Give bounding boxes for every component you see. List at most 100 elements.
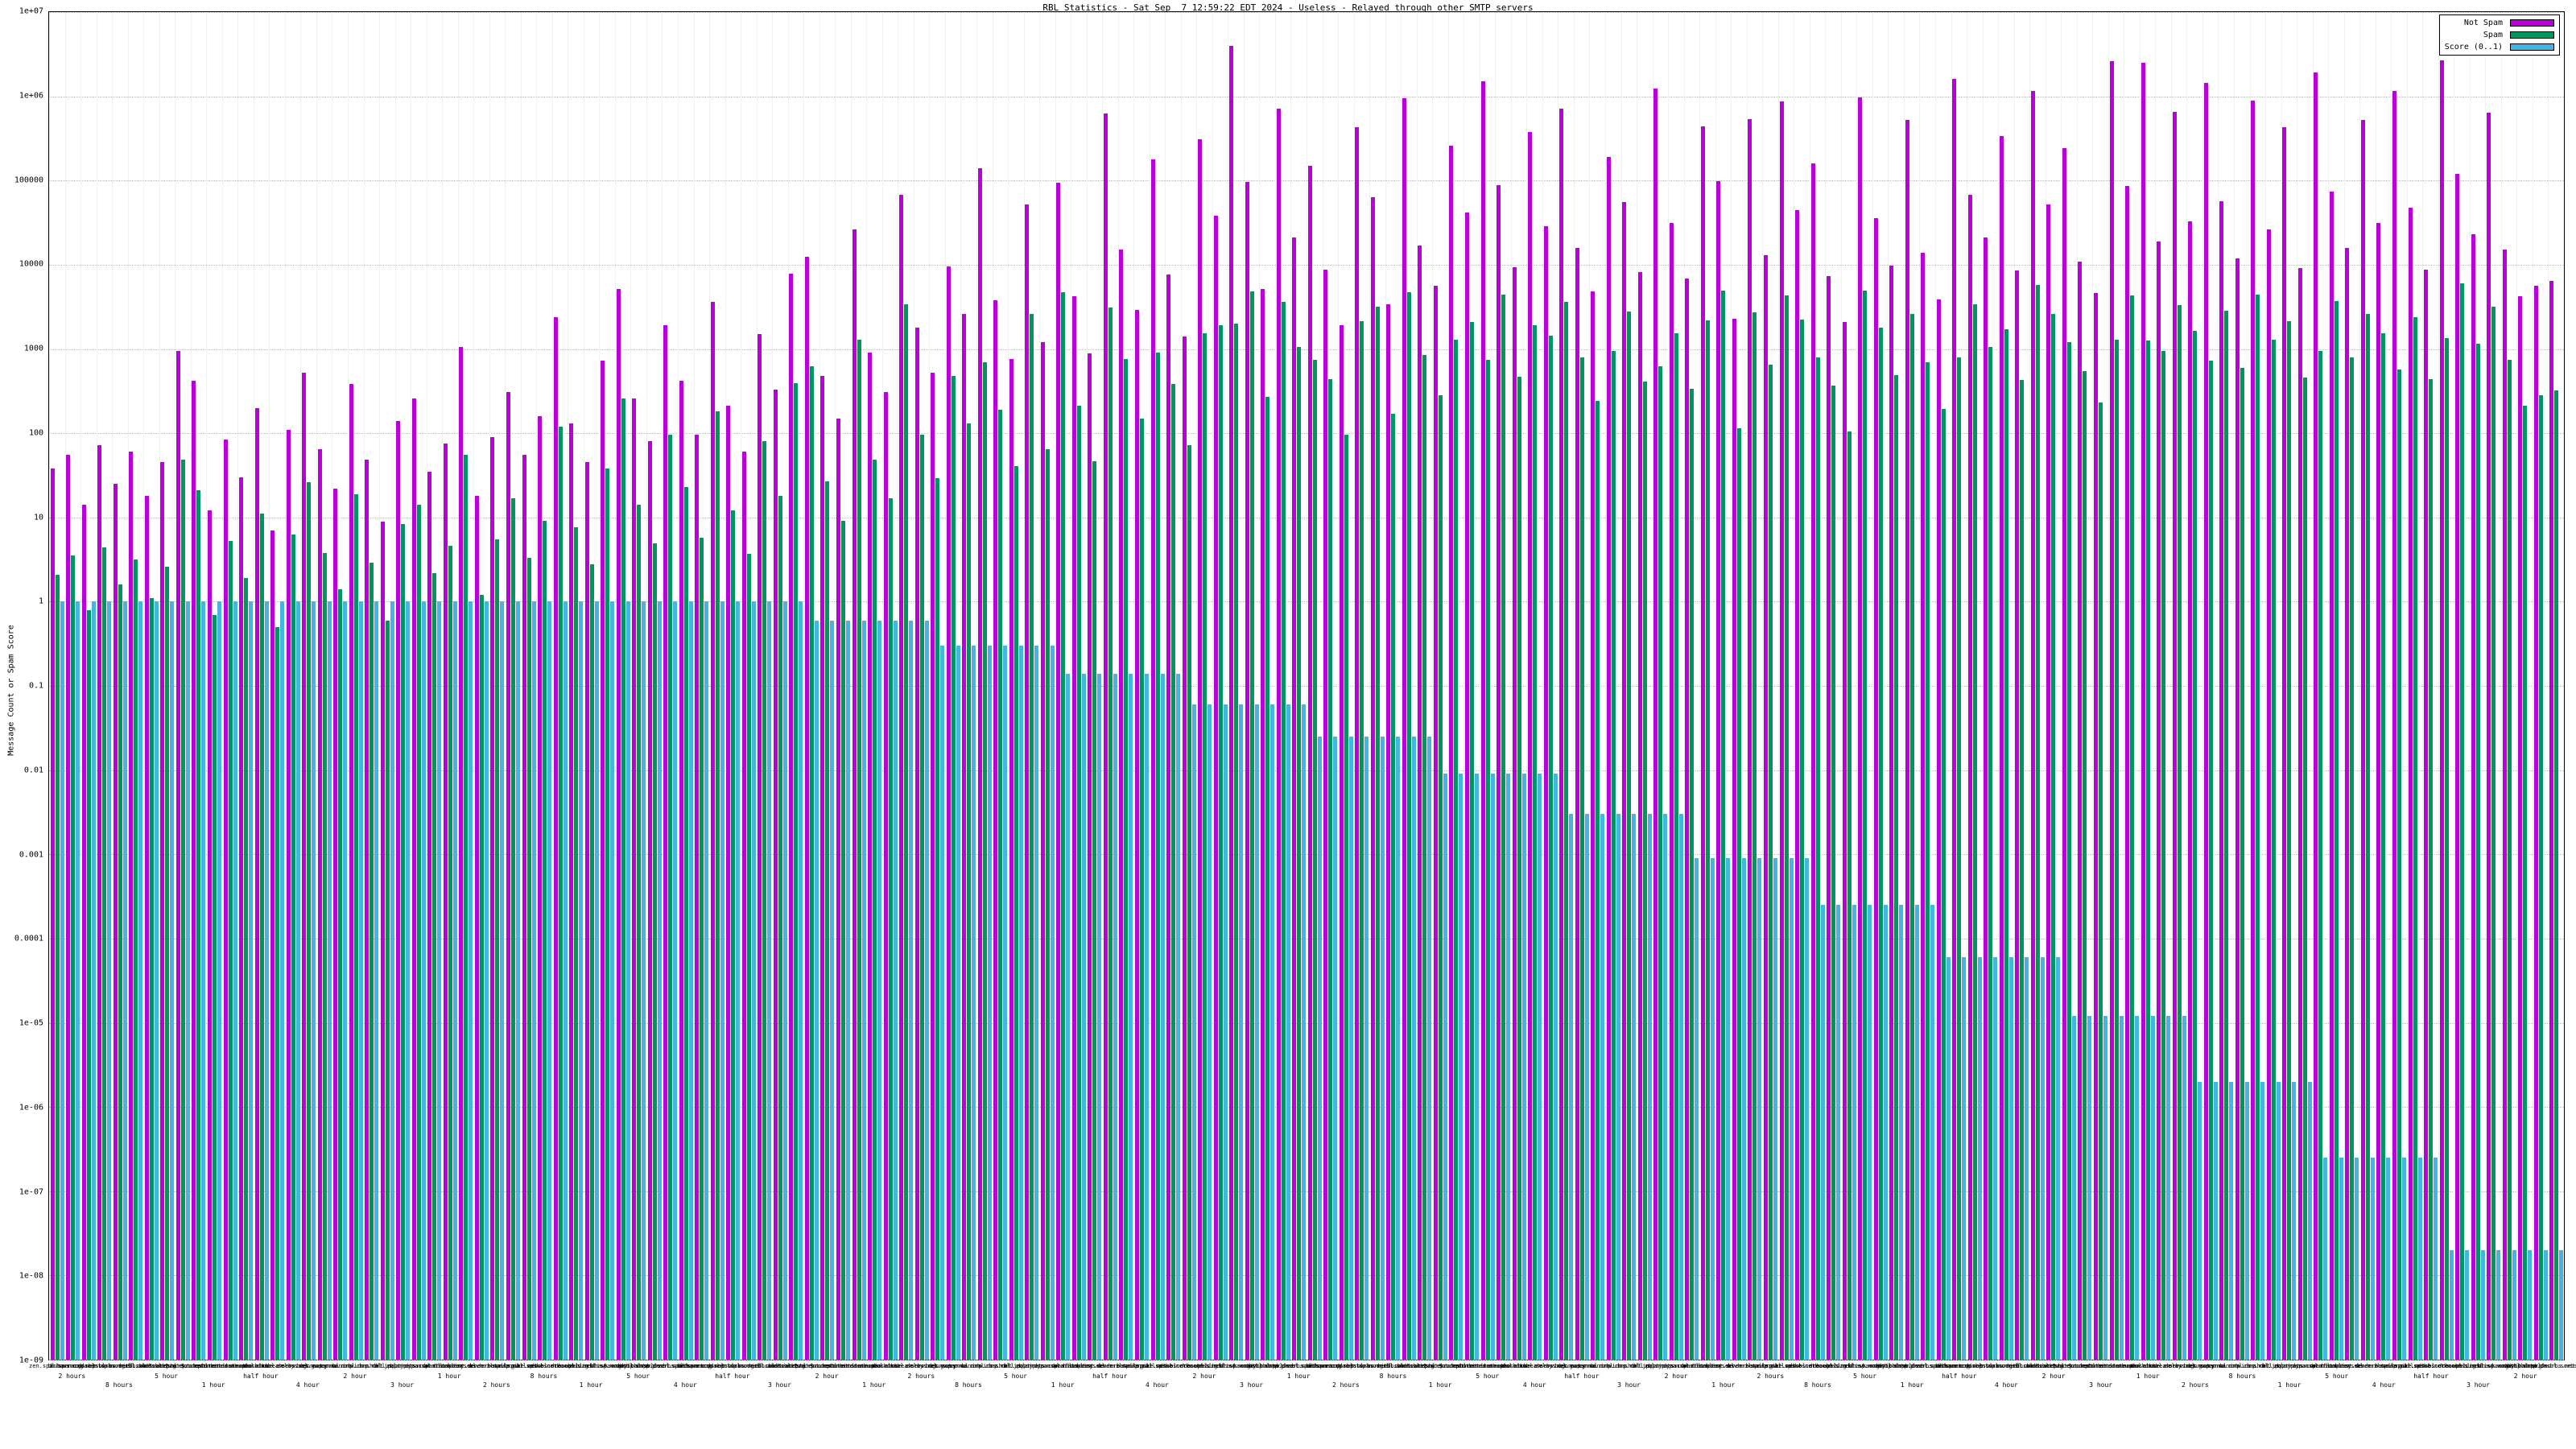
legend-label-spam: Spam [2483,31,2503,39]
bar-not-spam [601,361,605,1360]
x-time-label: 3 hour [768,1381,791,1389]
bar-spam [1391,414,1396,1360]
bar-spam [180,460,185,1360]
x-time-label: 2 hours [2182,1381,2209,1389]
bar-spam [369,563,374,1360]
x-time-label: 5 hour [1004,1373,1027,1380]
bar-not-spam [1040,342,1045,1360]
bar-spam [338,589,343,1360]
x-time-label: 3 hour [2467,1381,2490,1389]
bar-not-spam [380,521,385,1360]
bar-score [1600,814,1605,1360]
x-host-label: spamrbl.imp.ch [2202,1363,2251,1369]
x-time-label: 2 hours [482,1381,510,1389]
bar-spam [2365,314,2370,1360]
bar-score [1427,737,1432,1360]
x-host-label: smtp.dnsbl.sorbs.net [1893,1363,1962,1369]
bar-score [185,601,190,1360]
bar-not-spam [2188,221,2193,1360]
bar-not-spam [868,353,873,1360]
bar-not-spam [192,380,196,1360]
bar-not-spam [1559,108,1564,1360]
bar-spam [1076,406,1081,1360]
x-host-label: dnsbl.dronebl.org [1789,1363,1847,1369]
bar-group [1274,12,1291,1360]
y-tick-label: 1 [38,597,43,606]
bar-score [736,601,741,1360]
bar-not-spam [1245,182,1249,1360]
x-host-label: wormrbl.imp.ch [331,1363,379,1369]
bar-group [1998,12,2014,1360]
bar-score [1962,957,1967,1360]
x-host-label: db.wpbl.info [555,1363,596,1369]
bar-spam [1470,321,1474,1360]
bar-not-spam [1261,288,1265,1360]
bar-not-spam [2282,126,2287,1360]
y-tick-label: 1e-09 [19,1356,43,1365]
bar-spam [102,547,107,1360]
bar-not-spam [1591,291,1596,1360]
bar-group [1510,12,1527,1360]
x-host-label: rbl.interserver.net [432,1363,497,1369]
bar-spam [574,527,579,1360]
x-time-label: 1 hour [201,1381,225,1389]
x-host-label: wormrbl.imp.ch [960,1363,1008,1369]
bar-group [2107,12,2124,1360]
x-host-label: all.spamrats.com [1004,1363,1059,1369]
bar-not-spam [2266,229,2271,1360]
bar-score [217,601,221,1360]
x-time-label: 4 hour [2372,1381,2396,1389]
x-host-label: b.barracudacentral.org [1937,1363,2013,1369]
x-host-label: ubl.unsubscore.com [2400,1363,2462,1369]
bar-spam [1187,445,1191,1360]
x-time-label: 8 hours [1804,1381,1831,1389]
bar-score [688,601,693,1360]
legend-swatch-not-spam [2510,19,2554,27]
bar-group [221,12,238,1360]
bar-score [2292,1081,2297,1360]
x-host-label: dnsbl-1.uceprotect.net [1387,1363,1462,1369]
bar-score [1018,646,1023,1360]
bar-spam [1092,461,1097,1360]
bar-not-spam [81,505,86,1360]
x-host-label: psbl.surriel.com [1350,1363,1405,1369]
x-host-label: bl.blocklist.de [423,1363,475,1369]
bar-score [1348,737,1353,1360]
bar-spam [1438,395,1443,1360]
bar-not-spam [333,488,338,1360]
bar-not-spam [239,477,244,1360]
bar-not-spam [443,444,448,1360]
x-host-label: bl.mailspike.net [469,1363,524,1369]
bar-not-spam [1905,120,1909,1360]
x-host-label: blacklist.woody.ch [2463,1363,2525,1369]
x-host-label: dnsbl.sorbs.net [1965,1363,2017,1369]
bar-not-spam [286,429,291,1360]
x-host-label: bl.blocklist.de [2311,1363,2363,1369]
bar-spam [2381,332,2386,1360]
bar-not-spam [2471,234,2475,1360]
x-host-label: zen.spamhaus.org [1916,1363,1971,1369]
bar-spam [1517,376,1521,1360]
bar-not-spam [490,436,495,1360]
x-host-label: dyna.spamrats.com [2292,1363,2350,1369]
bar-spam [307,482,312,1360]
bar-not-spam [1827,275,1831,1360]
bar-group [2375,12,2392,1360]
bar-not-spam [758,334,762,1360]
bar-not-spam [97,445,102,1360]
x-host-label: rep.mailspike.net [2386,1363,2445,1369]
bar-score [956,646,960,1360]
x-host-label: rbl.interserver.net [1690,1363,1756,1369]
x-host-label: zen.spamhaus.org [1287,1363,1342,1369]
x-host-label: z.mailspike.net [1744,1363,1796,1369]
x-host-label: smtp.dnsbl.sorbs.net [1265,1363,1333,1369]
bar-score [390,601,394,1360]
bar-group [646,12,663,1360]
bar-score [704,601,709,1360]
x-host-label: short.rbl.jp [1624,1363,1666,1369]
x-host-label: query.senderbase.org [2334,1363,2402,1369]
bar-score [1836,905,1841,1360]
bar-spam [1422,354,1427,1360]
bar-group [1967,12,1983,1360]
bar-not-spam [2549,281,2554,1360]
